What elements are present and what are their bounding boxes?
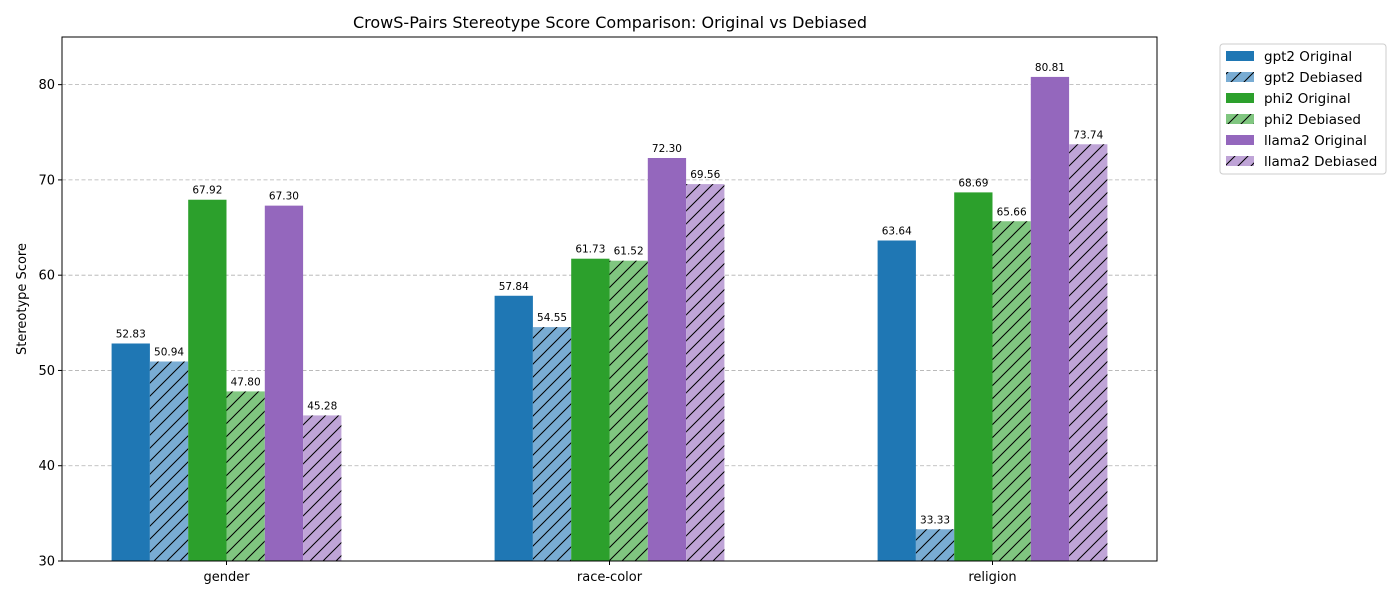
bar-value-label: 68.69 bbox=[958, 177, 988, 189]
x-tick-label: gender bbox=[203, 570, 250, 585]
legend-label: gpt2 Original bbox=[1264, 49, 1352, 65]
legend-label: phi2 Debiased bbox=[1264, 112, 1361, 128]
bar-hatch bbox=[915, 529, 955, 561]
y-tick-label: 60 bbox=[38, 269, 55, 284]
legend-label: phi2 Original bbox=[1264, 91, 1351, 107]
legend-swatch bbox=[1226, 135, 1254, 145]
bar-phi2-original-race-color bbox=[571, 258, 610, 561]
bar-value-label: 57.84 bbox=[499, 281, 529, 293]
y-tick-label: 70 bbox=[38, 173, 55, 188]
bar-value-label: 67.92 bbox=[192, 185, 222, 197]
y-tick-label: 50 bbox=[38, 364, 55, 379]
legend-swatch-hatch bbox=[1226, 156, 1254, 166]
y-tick-label: 80 bbox=[38, 78, 55, 93]
bars bbox=[111, 76, 1108, 562]
legend-swatch-hatch bbox=[1226, 114, 1254, 124]
legend-label: gpt2 Debiased bbox=[1264, 70, 1363, 86]
bar-hatch bbox=[992, 221, 1031, 562]
bar-value-label: 61.52 bbox=[614, 246, 644, 258]
bar-hatch bbox=[303, 415, 342, 561]
bar-value-label: 33.33 bbox=[920, 514, 950, 526]
bar-value-label: 72.30 bbox=[652, 143, 682, 155]
legend-box bbox=[1219, 43, 1387, 175]
bar-value-label: 69.56 bbox=[690, 169, 720, 181]
bar-hatch bbox=[686, 184, 725, 562]
bar-value-label: 80.81 bbox=[1035, 62, 1065, 74]
bar-hatch bbox=[226, 391, 265, 561]
plot-frame bbox=[61, 36, 1158, 562]
bar-value-label: 73.74 bbox=[1073, 129, 1103, 141]
x-tick-label: religion bbox=[968, 570, 1016, 585]
bar-value-label: 52.83 bbox=[116, 328, 146, 340]
bar-value-label: 65.66 bbox=[997, 206, 1027, 218]
bar-gpt2-original-religion bbox=[877, 240, 916, 561]
x-tick-label: race-color bbox=[577, 570, 643, 585]
bar-hatch bbox=[149, 361, 189, 561]
bar-hatch bbox=[609, 260, 648, 561]
bar-value-label: 45.28 bbox=[307, 400, 337, 412]
legend-swatch bbox=[1226, 51, 1254, 61]
bar-phi2-original-religion bbox=[954, 192, 993, 561]
bar-hatch bbox=[532, 327, 572, 561]
bar-value-label: 67.30 bbox=[269, 191, 299, 203]
legend-swatch-hatch bbox=[1226, 72, 1254, 82]
y-axis-label: Stereotype Score bbox=[15, 243, 30, 355]
bar-value-label: 50.94 bbox=[154, 346, 184, 358]
y-tick-label: 30 bbox=[38, 555, 55, 570]
bar-value-label: 63.64 bbox=[882, 226, 912, 238]
bar-value-label: 61.73 bbox=[575, 244, 605, 256]
bar-labels: 52.83 50.94 67.92 47.80 67.30 45.28 57.84 54.55… bbox=[116, 62, 1104, 526]
legend-label: llama2 Original bbox=[1264, 133, 1367, 149]
bar-llama2-original-gender bbox=[264, 205, 304, 561]
bar-llama2-original-religion bbox=[1030, 76, 1070, 561]
bar-value-label: 54.55 bbox=[537, 312, 567, 324]
y-tick-label: 40 bbox=[38, 459, 55, 474]
legend: gpt2 Original gpt2 Debiased phi2 Original p… bbox=[1219, 43, 1387, 175]
bar-gpt2-original-race-color bbox=[494, 295, 533, 561]
bar-value-label: 47.80 bbox=[231, 376, 261, 388]
axes: 30 40 50 60 70 80 gender race-color religion bbox=[38, 36, 1158, 585]
bar-phi2-original-gender bbox=[188, 199, 227, 561]
chart-title: CrowS-Pairs Stereotype Score Comparison:… bbox=[353, 13, 867, 32]
bar-hatch bbox=[1069, 144, 1108, 561]
bar-gpt2-original-gender bbox=[111, 343, 150, 561]
legend-label: llama2 Debiased bbox=[1264, 154, 1377, 170]
bar-llama2-original-race-color bbox=[647, 157, 687, 561]
legend-swatch bbox=[1226, 93, 1254, 103]
